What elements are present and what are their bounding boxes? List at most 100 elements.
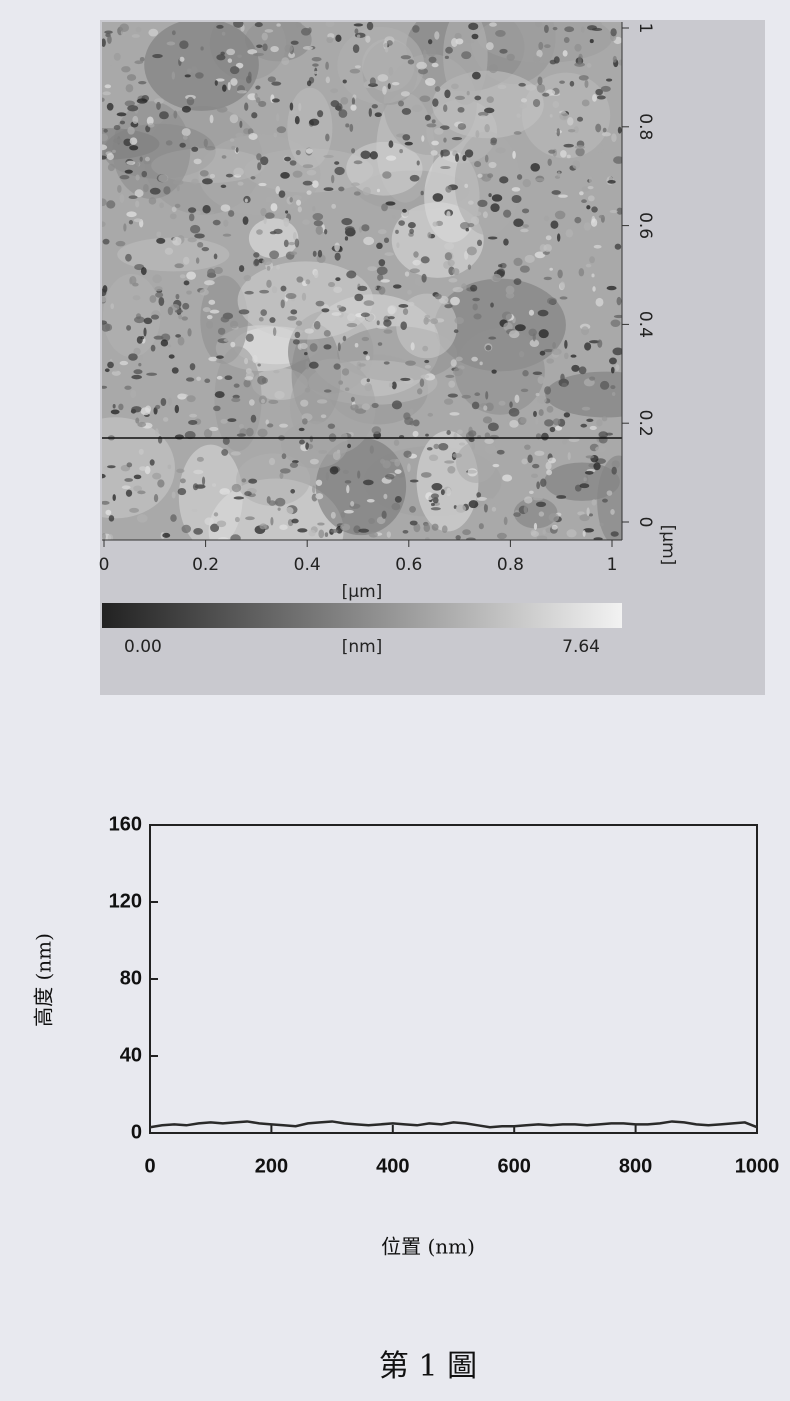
afm-grain — [210, 523, 220, 533]
afm-grain — [484, 107, 495, 114]
afm-grain — [511, 187, 521, 192]
y-tick-label: 80 — [120, 967, 142, 989]
afm-grain — [492, 463, 500, 468]
afm-grain — [406, 471, 415, 479]
afm-grain — [420, 190, 424, 196]
afm-grain — [265, 419, 269, 425]
afm-grain — [363, 350, 368, 355]
afm-grain — [306, 80, 312, 87]
afm-grain — [304, 387, 311, 393]
afm-grain — [302, 418, 308, 425]
afm-grain — [592, 286, 596, 292]
afm-grain — [496, 532, 507, 540]
afm-grain — [175, 293, 180, 300]
afm-grain — [462, 154, 467, 162]
afm-grain — [133, 485, 143, 492]
afm-grain — [559, 296, 568, 300]
y-tick-label: 160 — [109, 813, 142, 835]
afm-grain — [131, 406, 142, 413]
afm-grain — [216, 358, 220, 363]
afm-grain — [117, 184, 122, 193]
afm-grain — [561, 382, 568, 388]
afm-grain — [508, 407, 520, 417]
afm-grain — [186, 290, 192, 295]
afm-grain — [221, 448, 229, 456]
afm-patch — [391, 202, 484, 278]
afm-grain — [160, 333, 171, 342]
afm-grain — [126, 160, 136, 166]
afm-grain — [270, 46, 279, 53]
afm-grain — [146, 116, 154, 126]
afm-grain — [182, 135, 188, 140]
afm-grain — [106, 200, 116, 209]
afm-grain — [235, 62, 244, 69]
afm-grain — [295, 149, 301, 156]
afm-grain — [231, 145, 236, 150]
afm-grain — [590, 218, 598, 227]
afm-grain — [153, 98, 164, 105]
afm-grain — [112, 149, 116, 154]
afm-grain — [551, 190, 561, 195]
afm-grain — [171, 206, 177, 213]
afm-grain — [611, 391, 616, 396]
afm-grain — [366, 378, 370, 383]
afm-grain — [295, 320, 303, 326]
afm-grain — [320, 414, 327, 419]
afm-grain — [404, 416, 414, 425]
afm-grain — [589, 425, 597, 431]
afm-grain — [216, 355, 224, 359]
afm-grain — [519, 103, 528, 109]
afm-grain — [488, 336, 497, 340]
afm-grain — [312, 180, 319, 188]
afm-grain — [474, 95, 482, 101]
afm-grain — [289, 462, 299, 468]
afm-grain — [260, 398, 266, 404]
afm-grain — [158, 296, 165, 306]
afm-grain — [548, 513, 560, 522]
afm-grain — [499, 48, 508, 54]
afm-grain — [334, 166, 345, 176]
afm-grain — [135, 174, 140, 181]
afm-grain — [381, 203, 388, 212]
afm-grain — [183, 280, 190, 286]
afm-grain — [407, 222, 416, 229]
afm-grain — [256, 44, 263, 48]
afm-grain — [345, 123, 350, 128]
afm-grain — [408, 301, 415, 307]
afm-grain — [299, 342, 308, 350]
afm-grain — [563, 412, 571, 418]
afm-grain — [473, 211, 482, 217]
afm-grain — [136, 336, 143, 344]
afm-grain — [471, 356, 478, 362]
afm-grain — [257, 375, 267, 385]
afm-grain — [513, 257, 523, 267]
afm-grain — [491, 369, 497, 374]
afm-grain — [409, 408, 414, 416]
afm-grain — [503, 209, 512, 218]
afm-grain — [383, 319, 392, 327]
afm-grain — [484, 444, 496, 454]
afm-grain — [102, 221, 106, 227]
afm-grain — [334, 252, 341, 261]
afm-grain — [223, 338, 230, 342]
afm-grain — [179, 40, 189, 50]
afm-grain — [294, 238, 300, 248]
afm-grain — [141, 170, 148, 178]
afm-grain — [102, 155, 107, 160]
afm-grain — [136, 98, 148, 104]
afm-grain — [580, 423, 588, 428]
afm-grain — [430, 493, 439, 499]
colorbar-label: [nm] — [342, 637, 383, 657]
afm-grain — [338, 186, 345, 192]
afm-grain — [535, 22, 542, 28]
afm-grain — [287, 315, 298, 321]
afm-grain — [546, 469, 553, 476]
afm-grain — [276, 264, 280, 270]
afm-grain — [195, 72, 204, 79]
afm-grain — [143, 327, 147, 337]
afm-grain — [447, 393, 458, 398]
afm-grain — [270, 203, 278, 212]
afm-grain — [512, 150, 516, 159]
afm-grain — [370, 284, 377, 290]
afm-grain — [578, 75, 589, 81]
